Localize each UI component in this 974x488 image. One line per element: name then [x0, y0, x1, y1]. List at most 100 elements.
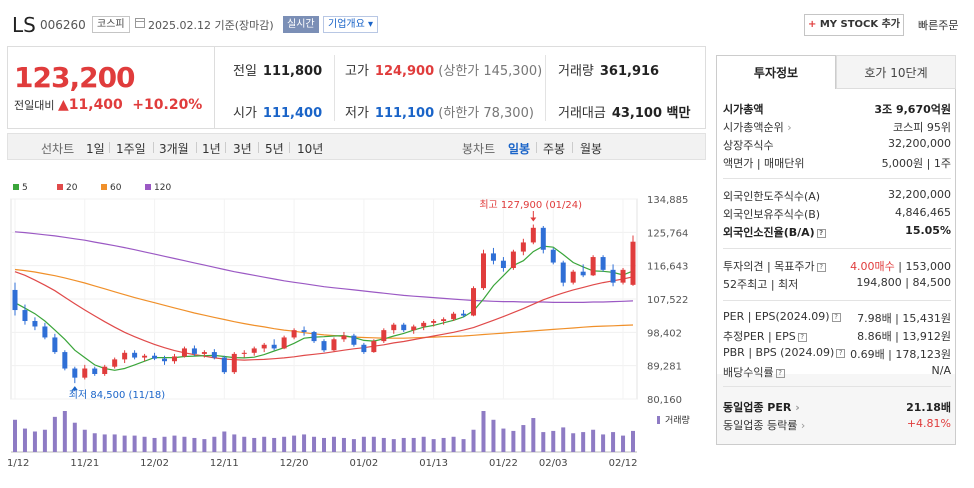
volume-bar — [172, 435, 177, 452]
period-3y[interactable]: 3년 — [233, 142, 252, 156]
info-row: PER | EPS(2024.09)? 7.98배 | 15,431원 — [723, 310, 951, 328]
candle-body — [421, 322, 427, 327]
candle-body — [351, 335, 357, 345]
volume-bar — [312, 436, 317, 452]
chevron-right-icon[interactable]: › — [797, 419, 806, 432]
candle-body — [580, 271, 586, 276]
volume-bar — [571, 433, 576, 452]
help-icon[interactable]: ? — [797, 332, 807, 342]
info-key: 52주최고 | 최저 — [723, 276, 798, 292]
candle-body — [211, 352, 217, 358]
price-chart: 5 20 60 120 134,885 125,764 116,643 107,522 98,4… — [1, 175, 707, 485]
y-tick-label: 134,885 — [647, 195, 688, 206]
candle-body — [162, 358, 168, 362]
volume-bar — [282, 436, 287, 452]
base-date: 2025.02.12 기준(장마감) — [148, 19, 274, 32]
realtime-button[interactable]: 실시간 — [283, 16, 319, 33]
help-icon[interactable]: ? — [816, 228, 826, 238]
period-1y[interactable]: 1년 — [202, 142, 221, 156]
info-row: 추정PER | EPS? 8.86배 | 13,912원 — [723, 328, 951, 346]
volume-bar — [611, 432, 616, 452]
add-mystock-label: MY STOCK 추가 — [819, 19, 901, 30]
help-icon[interactable]: ? — [831, 312, 841, 322]
legend-label-120: 120 — [154, 183, 171, 193]
help-icon[interactable]: ? — [775, 368, 785, 378]
candle-body — [102, 366, 108, 375]
line-chart-label[interactable]: 선차트 — [41, 142, 75, 156]
volume-bar — [341, 437, 346, 452]
candle-monthly[interactable]: 월봉 — [580, 142, 603, 156]
candle-body — [590, 257, 596, 276]
volume-bar — [391, 439, 396, 452]
volume-bar — [451, 436, 456, 452]
candle-body — [52, 337, 58, 353]
volume-bar — [371, 436, 376, 452]
x-tick-label: 11/21 — [70, 458, 99, 469]
invest-info-body: 시가총액 3조 9,670억원 시가총액순위 › 코스피 95위 상장주식수 32,200… — [716, 89, 956, 445]
low-arrow-icon — [71, 386, 78, 391]
candle-body — [32, 321, 38, 327]
volume-legend-swatch — [657, 416, 660, 424]
y-tick-label: 125,764 — [647, 228, 688, 239]
candle-chart-label[interactable]: 봉차트 — [462, 142, 496, 156]
info-key: 배당수익률? — [723, 364, 785, 380]
candle-daily[interactable]: 일봉 — [508, 142, 531, 156]
info-value-text: 코스피 95위 — [893, 121, 951, 134]
candle-body — [291, 330, 297, 338]
company-info-dropdown[interactable]: 기업개요 ▾ — [323, 16, 379, 33]
candle-body — [72, 368, 78, 378]
info-key: 상장주식수 — [723, 137, 774, 153]
company-info-label: 기업개요 — [328, 19, 365, 30]
info-value: 194,800 | 84,500 — [856, 276, 951, 289]
info-row: 투자의견 | 목표주가? 4.00매수 | 153,000 — [723, 258, 951, 276]
info-key: 투자의견 | 목표주가? — [723, 258, 826, 274]
period-5y[interactable]: 5년 — [265, 142, 284, 156]
info-key-text: 외국인소진율(B/A) — [723, 226, 815, 239]
volume-bar — [531, 418, 536, 452]
help-icon[interactable]: ? — [816, 262, 826, 272]
info-key-text: 동일업종 등락률 — [723, 419, 798, 432]
y-tick-label: 80,160 — [647, 395, 682, 406]
tab-invest-info[interactable]: 투자정보 — [716, 55, 836, 89]
volume-bar — [411, 437, 416, 452]
add-mystock-button[interactable]: + MY STOCK 추가 — [804, 14, 904, 36]
section-divider — [723, 178, 951, 179]
candle-body — [480, 253, 486, 289]
current-price-panel: 123,200 전일대비 ▲11,400 +10.20% — [7, 46, 214, 129]
info-key-text: PBR | BPS (2024.09) — [723, 346, 835, 359]
candle-body — [261, 344, 267, 349]
candle-body — [550, 249, 556, 263]
ma120-line — [14, 231, 634, 304]
period-1d[interactable]: 1일 — [86, 142, 105, 156]
period-3m[interactable]: 3개월 — [159, 142, 189, 156]
high-arrow-icon — [530, 217, 537, 222]
volume-bar — [511, 430, 516, 452]
volume-bar — [92, 433, 97, 452]
info-key: 외국인보유주식수(B) — [723, 206, 820, 222]
candle-body — [341, 335, 347, 340]
volume-bar — [481, 411, 486, 452]
info-key-text: 상장주식수 — [723, 139, 774, 152]
low-price: 저가 111,100 (하한가 78,300) — [345, 106, 534, 121]
period-10y[interactable]: 10년 — [297, 142, 324, 156]
help-icon[interactable]: ? — [836, 348, 846, 358]
candle-body — [112, 359, 118, 367]
chevron-right-icon[interactable]: › — [791, 401, 800, 414]
period-1w[interactable]: 1주일 — [116, 142, 146, 156]
candle-body — [600, 257, 606, 270]
volume-bar — [561, 427, 566, 452]
info-value-text: 153,000 — [905, 260, 952, 273]
chevron-right-icon[interactable]: › — [783, 121, 792, 134]
tab-orderbook[interactable]: 호가 10단계 — [836, 55, 956, 89]
info-row: 외국인소진율(B/A)? 15.05% — [723, 224, 951, 242]
candle-body — [540, 227, 546, 250]
candle-weekly[interactable]: 주봉 — [543, 142, 566, 156]
ma60-line — [14, 268, 634, 339]
legend-swatch-120 — [145, 184, 151, 190]
volume-bar — [302, 434, 307, 452]
info-key-text: 외국인보유주식수(B) — [723, 208, 821, 221]
quick-order-button[interactable]: 빠른주문 — [918, 19, 959, 32]
candle-body — [441, 319, 447, 322]
candle-body — [610, 269, 616, 283]
info-key-text: 외국인한도주식수(A) — [723, 190, 821, 203]
